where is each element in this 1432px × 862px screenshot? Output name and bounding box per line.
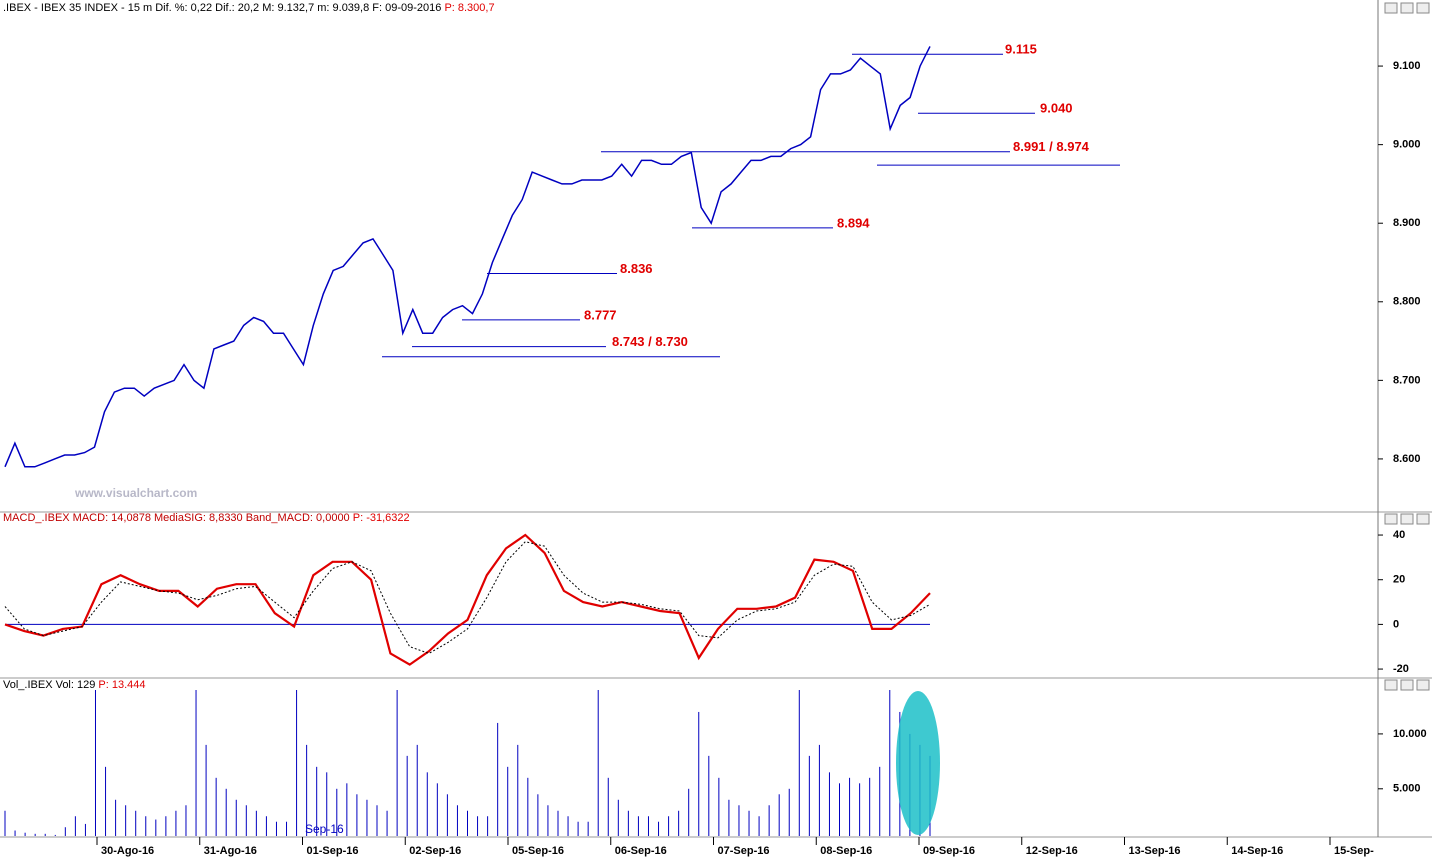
level-label: 8.743 / 8.730 xyxy=(612,334,688,349)
y-tick-label: 20 xyxy=(1393,574,1405,586)
level-label: 8.777 xyxy=(584,307,617,322)
level-label: 8.836 xyxy=(620,261,653,276)
y-tick-label: 40 xyxy=(1393,529,1405,541)
x-tick-label: 06-Sep-16 xyxy=(615,845,667,857)
y-tick-label: 8.700 xyxy=(1393,374,1421,386)
x-tick-label: 01-Sep-16 xyxy=(307,845,359,857)
price-header: .IBEX - IBEX 35 INDEX - 15 m Dif. %: 0,2… xyxy=(3,2,495,14)
macd-header: MACD_.IBEX MACD: 14,0878 MediaSIG: 8,833… xyxy=(3,512,410,524)
price-last: P: 8.300,7 xyxy=(444,2,494,14)
y-tick-label: 9.100 xyxy=(1393,60,1421,72)
x-tick-label: 05-Sep-16 xyxy=(512,845,564,857)
level-label: 9.040 xyxy=(1040,101,1073,116)
highlight-ellipse xyxy=(896,691,940,835)
x-tick-label: 07-Sep-16 xyxy=(718,845,770,857)
x-tick-label: 02-Sep-16 xyxy=(409,845,461,857)
macd-title: MACD_.IBEX MACD: 14,0878 MediaSIG: 8,833… xyxy=(3,512,350,524)
y-tick-label: 8.600 xyxy=(1393,453,1421,465)
price-title: .IBEX - IBEX 35 INDEX - 15 m Dif. %: 0,2… xyxy=(3,2,441,14)
y-tick-label: -20 xyxy=(1393,663,1409,675)
level-label: 8.894 xyxy=(837,215,870,230)
y-tick-label: 10.000 xyxy=(1393,728,1427,740)
vol-title: Vol_.IBEX Vol: 129 xyxy=(3,679,95,691)
y-tick-label: 9.000 xyxy=(1393,139,1421,151)
level-label: 8.991 / 8.974 xyxy=(1013,139,1090,154)
vol-header: Vol_.IBEX Vol: 129 P: 13.444 xyxy=(3,679,146,691)
button-restore[interactable] xyxy=(1400,2,1414,14)
button-restore[interactable] xyxy=(1400,513,1414,525)
button-up[interactable] xyxy=(1384,679,1398,691)
x-tick-label: 14-Sep-16 xyxy=(1231,845,1283,857)
level-label: 9.115 xyxy=(1005,42,1037,57)
month-label: Sep-16 xyxy=(305,822,344,836)
y-tick-label: 0 xyxy=(1393,618,1399,630)
y-tick-label: 8.900 xyxy=(1393,217,1421,229)
x-tick-label: 30-Ago-16 xyxy=(101,845,154,857)
x-tick-label: 15-Sep- xyxy=(1334,845,1374,857)
button-close[interactable] xyxy=(1416,679,1430,691)
plot-area: 8.600 8.700 8.800 8.900 9.000 9.100 -20 0 20 40 5.… xyxy=(4,42,1427,857)
y-tick-label: 5.000 xyxy=(1393,783,1421,795)
window-buttons xyxy=(1384,2,1430,691)
button-close[interactable] xyxy=(1416,2,1430,14)
button-up[interactable] xyxy=(1384,2,1398,14)
button-close[interactable] xyxy=(1416,513,1430,525)
vol-last: P: 13.444 xyxy=(98,679,145,691)
x-tick-label: 12-Sep-16 xyxy=(1026,845,1078,857)
button-up[interactable] xyxy=(1384,513,1398,525)
x-tick-label: 09-Sep-16 xyxy=(923,845,975,857)
x-tick-label: 13-Sep-16 xyxy=(1129,845,1181,857)
macd-last: P: -31,6322 xyxy=(353,512,410,524)
series-line xyxy=(4,46,931,468)
x-tick-label: 08-Sep-16 xyxy=(820,845,872,857)
watermark: www.visualchart.com xyxy=(74,486,197,500)
button-restore[interactable] xyxy=(1400,679,1414,691)
series-line xyxy=(4,541,931,654)
y-tick-label: 8.800 xyxy=(1393,296,1421,308)
x-tick-label: 31-Ago-16 xyxy=(204,845,257,857)
